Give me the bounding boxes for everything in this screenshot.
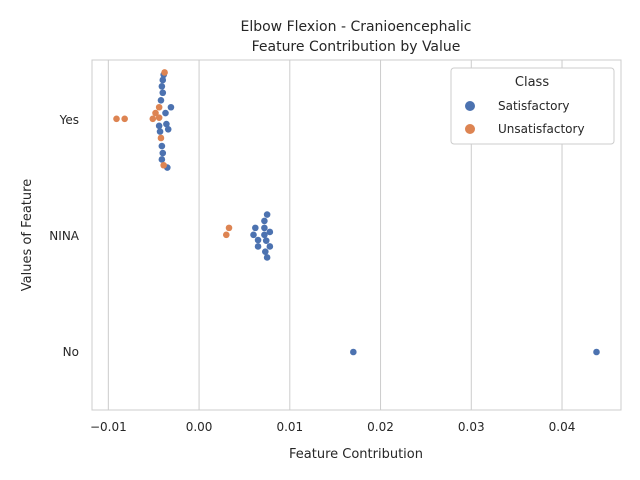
legend: Class Satisfactory Unsatisfactory [450, 67, 615, 145]
data-point-satisfactory [262, 248, 269, 255]
data-point-satisfactory [254, 243, 262, 250]
data-point-satisfactory [263, 211, 271, 218]
data-point-satisfactory [252, 224, 259, 232]
data-point-satisfactory [162, 109, 169, 117]
data-point-satisfactory [266, 243, 274, 250]
y-tick-label: NINA [49, 229, 79, 243]
data-point-satisfactory [158, 83, 166, 90]
data-point-unsatisfactory [152, 109, 159, 117]
data-point-unsatisfactory [149, 115, 157, 123]
data-point-satisfactory [159, 149, 167, 157]
legend-box [450, 67, 615, 145]
x-axis-label: Feature Contribution [289, 447, 423, 462]
x-tick-label: 0.03 [458, 420, 485, 434]
x-tick-label: −0.01 [90, 420, 127, 434]
data-point-satisfactory [156, 128, 164, 135]
data-point-satisfactory [254, 236, 262, 244]
data-point-satisfactory [155, 122, 163, 130]
y-axis-label: Values of Feature [20, 179, 35, 291]
x-tick-label: 0.01 [276, 420, 303, 434]
chart-title-line-2: Feature Contribution by Value [252, 39, 461, 55]
x-tick-label: 0.02 [367, 420, 394, 434]
data-point-satisfactory [261, 217, 268, 225]
data-point-unsatisfactory [155, 114, 163, 121]
data-point-satisfactory [158, 156, 166, 163]
data-point-unsatisfactory [155, 103, 163, 111]
data-point-satisfactory [262, 237, 270, 244]
y-axis-ticks: Yes NINA No [49, 113, 79, 359]
data-point-unsatisfactory [161, 69, 168, 76]
data-point-unsatisfactory [225, 224, 233, 232]
data-point-satisfactory [261, 231, 268, 239]
data-point-satisfactory [261, 224, 268, 232]
chart-title: Elbow Flexion - Cranioencephalic Feature… [240, 19, 471, 55]
legend-label-unsatisfactory: Unsatisfactory [498, 122, 585, 136]
x-tick-label: 0.00 [186, 420, 213, 434]
data-point-satisfactory [163, 120, 170, 128]
data-point-satisfactory [159, 76, 167, 84]
data-point-unsatisfactory [113, 115, 120, 123]
data-point-satisfactory [266, 228, 274, 236]
y-tick-label: Yes [59, 113, 79, 127]
data-point-unsatisfactory [160, 161, 167, 169]
data-point-unsatisfactory [222, 231, 230, 239]
data-point-satisfactory [158, 142, 166, 150]
data-point-satisfactory [164, 125, 172, 133]
data-points [113, 69, 600, 356]
x-tick-label: 0.04 [549, 420, 576, 434]
data-point-satisfactory [250, 231, 257, 239]
legend-label-satisfactory: Satisfactory [498, 99, 570, 113]
data-point-satisfactory [350, 348, 357, 356]
chart-title-line-1: Elbow Flexion - Cranioencephalic [240, 19, 471, 35]
y-tick-label: No [63, 345, 79, 359]
legend-marker-satisfactory [465, 101, 475, 111]
legend-marker-unsatisfactory [465, 124, 475, 134]
x-axis-ticks: −0.01 0.00 0.01 0.02 0.03 0.04 [90, 420, 575, 434]
data-point-satisfactory [157, 96, 165, 104]
data-point-satisfactory [159, 89, 167, 97]
data-point-satisfactory [167, 103, 175, 111]
legend-title: Class [515, 75, 549, 90]
data-point-satisfactory [263, 254, 271, 261]
data-point-unsatisfactory [157, 134, 165, 142]
data-point-unsatisfactory [121, 115, 128, 123]
data-point-satisfactory [593, 348, 600, 356]
